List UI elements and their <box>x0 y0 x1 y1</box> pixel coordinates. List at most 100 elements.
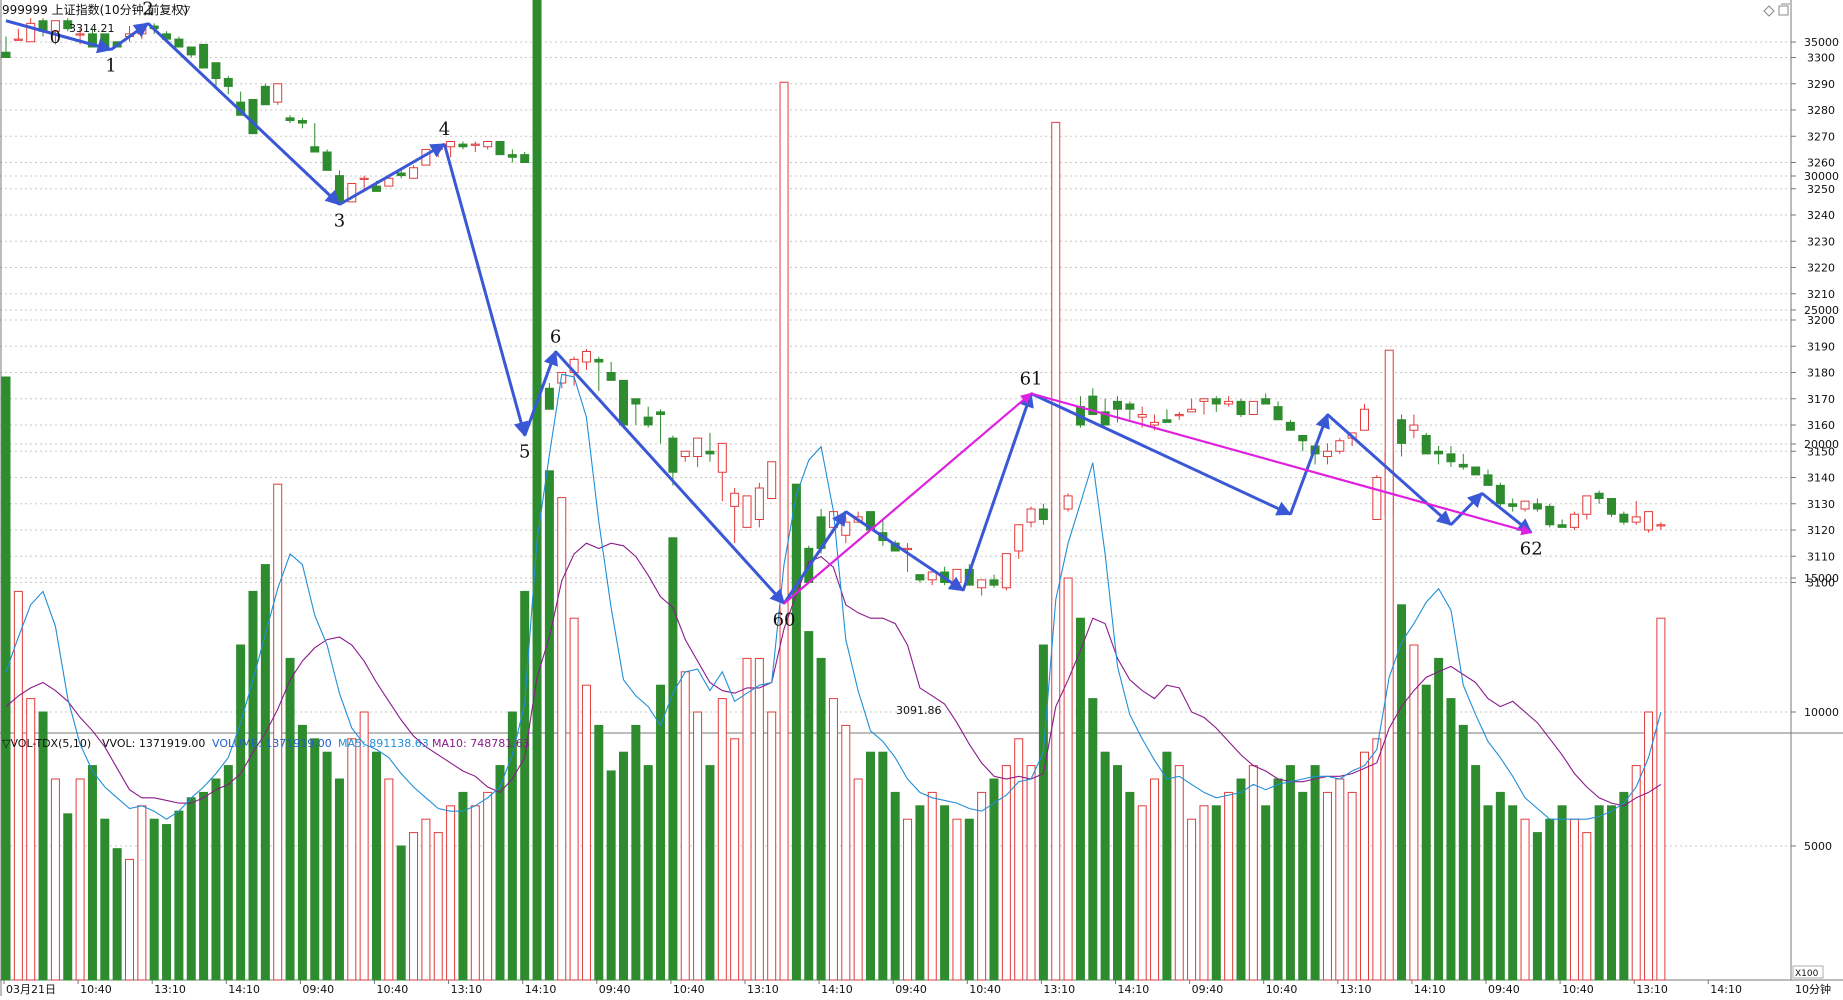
volume-bar <box>1125 791 1135 981</box>
candle <box>1014 524 1024 559</box>
volume-ma10-line <box>5 542 1662 807</box>
volume-bar <box>569 617 579 981</box>
window-max-icon[interactable] <box>1778 3 1790 16</box>
volume-bar <box>754 657 764 981</box>
volume-bar <box>446 805 456 981</box>
candle <box>1483 469 1493 486</box>
volume-bar <box>273 483 283 981</box>
candle <box>1545 503 1555 528</box>
wave-label: 6 <box>550 327 561 348</box>
wave-line-blue <box>523 350 558 437</box>
price-tick-label: 3140 <box>1807 472 1835 485</box>
candle-body <box>359 177 369 180</box>
wave-label: 62 <box>1520 539 1543 560</box>
volume-bar <box>186 797 196 981</box>
candle-body <box>1569 513 1579 528</box>
candle-body <box>248 99 258 135</box>
volume-bar <box>668 537 678 981</box>
candle <box>544 383 554 410</box>
volume-bar <box>458 791 468 981</box>
candle <box>396 170 406 179</box>
candle <box>1236 398 1246 418</box>
volume-bar <box>594 724 604 981</box>
price-tick-label: 3260 <box>1807 157 1835 170</box>
candle-body <box>1471 466 1481 476</box>
volume-bar <box>977 791 987 981</box>
volume-bar <box>1446 698 1456 981</box>
time-tick-label: 13:10 <box>1340 983 1372 996</box>
volume-bar <box>866 751 875 981</box>
candle-body <box>1211 398 1221 405</box>
volume-bar <box>248 590 258 981</box>
title-dropdown-icon[interactable]: ▽ <box>181 3 191 17</box>
candle <box>1619 511 1629 525</box>
candle <box>1026 506 1036 528</box>
candle-body <box>989 579 999 586</box>
time-axis-labels: 03月21日 10:40 13:10 14:10 09:40 10:40 13:10 14:1… <box>3 980 1742 996</box>
volume-bar <box>717 698 727 981</box>
candle <box>1397 414 1407 457</box>
candle-body <box>1248 400 1258 415</box>
volume-bar <box>1347 791 1357 981</box>
candle-body <box>458 143 468 148</box>
volume-bar <box>1434 657 1444 981</box>
wave-line-blue <box>146 22 341 206</box>
candle <box>1446 446 1456 467</box>
candle-body <box>1125 403 1135 410</box>
time-tick-label: 09:40 <box>895 983 927 996</box>
window-restore-icon[interactable] <box>1763 5 1775 17</box>
volume-bar <box>1607 805 1616 981</box>
candle <box>50 20 60 45</box>
volume-bar <box>693 711 703 981</box>
volume-bar <box>1569 818 1579 981</box>
candle-body <box>1261 398 1271 405</box>
candle <box>1187 398 1197 413</box>
volume-bar <box>63 813 73 981</box>
candle-body <box>767 461 777 499</box>
candle <box>927 571 937 586</box>
candle-body <box>606 372 616 381</box>
candle <box>199 43 209 69</box>
candle <box>643 406 653 428</box>
volume-bar <box>236 644 246 981</box>
volume-indicator-label[interactable]: ▽VOL-TDX(5,10) <box>2 737 91 750</box>
candle <box>1162 409 1172 423</box>
candle-body <box>1607 498 1616 515</box>
candle-body <box>927 571 937 581</box>
candle-body <box>1495 484 1505 505</box>
wave-line-blue <box>1449 492 1483 526</box>
candle-body <box>1014 524 1024 552</box>
wave-line-blue <box>5 19 113 54</box>
volume-bar <box>1 376 11 981</box>
candle <box>1125 401 1135 420</box>
candle <box>977 579 987 596</box>
candle-body <box>507 154 517 158</box>
candle-body <box>1508 503 1518 507</box>
candle <box>606 362 616 381</box>
volume-bar <box>137 805 147 981</box>
candle-body <box>495 141 505 156</box>
volume-tick-label: 30000 <box>1804 170 1839 183</box>
period-label[interactable]: 10分钟 <box>1795 982 1831 996</box>
volume-bar <box>779 81 789 981</box>
volume-bar <box>1088 698 1098 981</box>
volume-axis-ticks: 500010000150002000025000300003500040000 <box>1791 36 1839 853</box>
candle <box>1224 396 1234 407</box>
volume-bar <box>989 778 999 981</box>
volume-bar <box>322 751 332 981</box>
volume-bar <box>125 858 134 981</box>
volume-bar <box>100 818 110 981</box>
time-tick-label: 13:10 <box>451 983 483 996</box>
price-tick-label: 3110 <box>1807 550 1835 563</box>
volume-bar <box>38 711 48 981</box>
candle <box>223 75 233 95</box>
candle-body <box>1001 553 1011 589</box>
candle <box>1607 498 1616 517</box>
time-tick-label: 14:10 <box>228 983 260 996</box>
wave-line-blue <box>554 350 786 605</box>
volume-bar <box>841 724 851 981</box>
candle <box>520 152 530 163</box>
candle-body <box>705 450 715 455</box>
wave-line-blue <box>442 143 529 437</box>
chart-title[interactable]: 999999 上证指数(10分钟,前复权) <box>2 2 188 17</box>
